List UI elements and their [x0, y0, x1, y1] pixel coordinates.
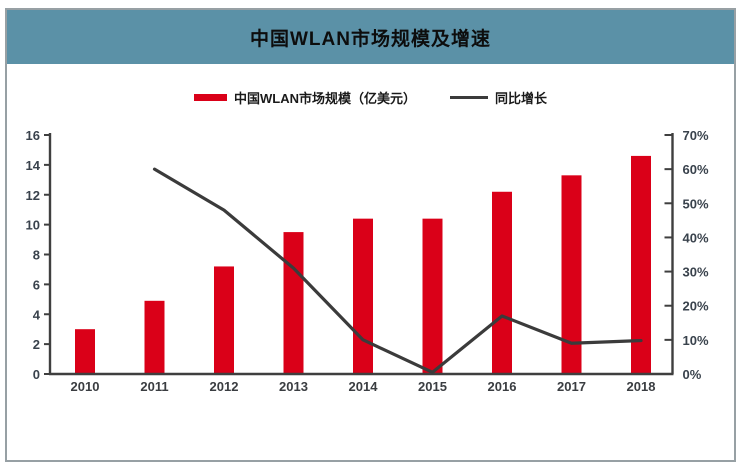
left-axis-tick-label: 14 — [26, 158, 41, 173]
legend-item-growth: 同比增长 — [449, 88, 547, 107]
legend-label-market-size: 中国WLAN市场规模（亿美元） — [233, 91, 416, 106]
page-title: 中国WLAN市场规模及增速 — [250, 28, 491, 50]
left-axis-tick-label: 12 — [26, 188, 40, 203]
right-axis-tick-label: 50% — [683, 196, 709, 211]
left-axis-tick-label: 10 — [26, 218, 40, 233]
chart-header: 中国WLAN市场规模及增速 — [7, 10, 734, 64]
x-axis-label-2015: 2015 — [418, 379, 447, 394]
x-axis-label-2017: 2017 — [557, 379, 586, 394]
left-axis-tick-label: 0 — [33, 367, 40, 382]
right-axis-tick-label: 20% — [683, 299, 709, 314]
legend-label-growth: 同比增长 — [494, 91, 547, 106]
left-axis-tick-label: 6 — [33, 277, 40, 292]
left-axis-tick-label: 16 — [26, 128, 40, 143]
bar-2016 — [492, 191, 512, 374]
bar-2017 — [561, 175, 582, 374]
bar-2015 — [422, 218, 443, 374]
bar-2011 — [144, 300, 165, 374]
right-axis-tick-label: 30% — [683, 265, 709, 280]
right-axis-tick-label: 40% — [683, 230, 709, 245]
right-axis-tick-label: 0% — [683, 367, 702, 382]
right-axis-tick-label: 70% — [683, 128, 709, 143]
left-axis-tick-label: 4 — [33, 307, 41, 322]
left-axis-tick-label: 8 — [33, 248, 40, 263]
growth-line — [152, 167, 643, 374]
right-axis-tick-label: 60% — [683, 162, 709, 177]
bar-2018 — [631, 155, 651, 374]
x-axis-label-2012: 2012 — [210, 379, 239, 394]
chart-panel: 中国WLAN市场规模及增速 中国WLAN市场规模（亿美元） 同比增长 — [5, 8, 736, 462]
x-axis-label-2016: 2016 — [488, 379, 517, 394]
x-axis-label-2011: 2011 — [140, 379, 168, 394]
x-axis-label-2018: 2018 — [627, 379, 656, 394]
bar-2013 — [283, 232, 304, 374]
line-swatch-icon — [449, 96, 488, 99]
legend: 中国WLAN市场规模（亿美元） 同比增长 — [7, 88, 734, 107]
right-axis-tick-label: 10% — [683, 333, 709, 348]
legend-item-market-size: 中国WLAN市场规模（亿美元） — [193, 88, 416, 107]
bar-2012 — [214, 266, 234, 374]
bar-swatch-icon — [193, 94, 227, 101]
x-axis-label-2014: 2014 — [349, 379, 379, 394]
x-axis-label-2010: 2010 — [71, 379, 100, 394]
left-axis-tick-label: 2 — [33, 337, 40, 352]
x-axis-label-2013: 2013 — [279, 379, 308, 394]
bar-2014 — [353, 218, 373, 374]
bar-2010 — [75, 329, 95, 374]
